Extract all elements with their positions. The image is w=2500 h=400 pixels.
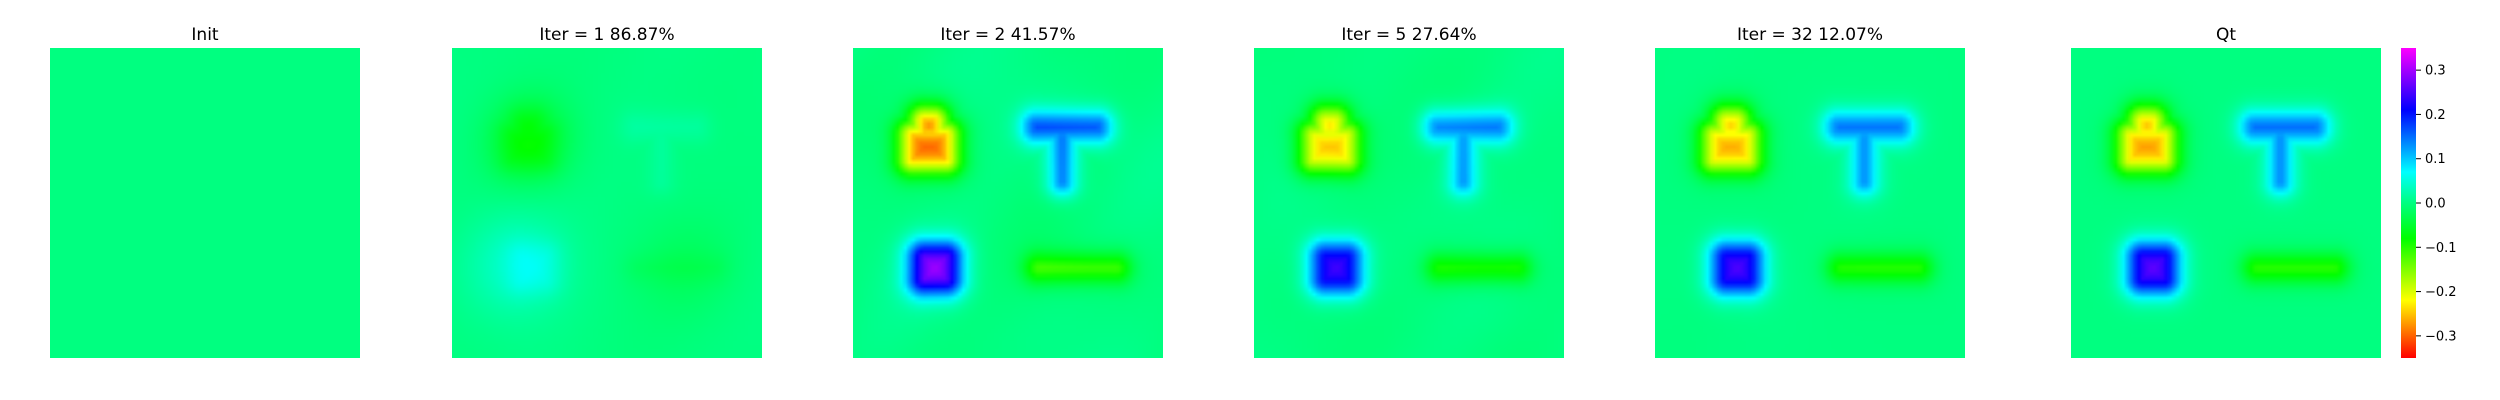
- heatmap-panel-3: [1254, 48, 1564, 358]
- panel-title-0: Init: [191, 25, 219, 45]
- colorbar-tick-label-0: 0.3: [2425, 64, 2446, 79]
- heatmap-panel-0: [50, 48, 360, 358]
- colorbar-tick-label-6: −0.3: [2425, 329, 2457, 344]
- heatmap-panel-2: [853, 48, 1163, 358]
- panel-title-5: Qt: [2216, 25, 2236, 45]
- panel-title-1: Iter = 1 86.87%: [539, 25, 674, 45]
- panel-title-4: Iter = 32 12.07%: [1737, 25, 1883, 45]
- heatmap-panel-1: [452, 48, 762, 358]
- colorbar-tick-label-3: 0.0: [2425, 197, 2446, 212]
- colorbar-ticks: 0.3 0.2 0.1 0.0 −0.1 −0.2 −0.3: [2416, 64, 2457, 344]
- colorbar: 0.3 0.2 0.1 0.0 −0.1 −0.2 −0.3: [2401, 48, 2457, 358]
- colorbar-tick-label-2: 0.1: [2425, 152, 2446, 167]
- panel-title-3: Iter = 5 27.64%: [1341, 25, 1476, 45]
- panel-title-2: Iter = 2 41.57%: [940, 25, 1075, 45]
- colorbar-tick-label-1: 0.2: [2425, 108, 2446, 123]
- heatmap-panel-4: [1655, 48, 1965, 358]
- colorbar-tick-label-5: −0.2: [2425, 285, 2457, 300]
- colorbar-gradient: [2401, 48, 2416, 358]
- heatmap-panel-5: [2071, 48, 2381, 358]
- panels-group: Init Iter = 1 86.87% Iter = 2 41.57% Iter =…: [50, 25, 2381, 358]
- colorbar-tick-label-4: −0.1: [2425, 241, 2457, 256]
